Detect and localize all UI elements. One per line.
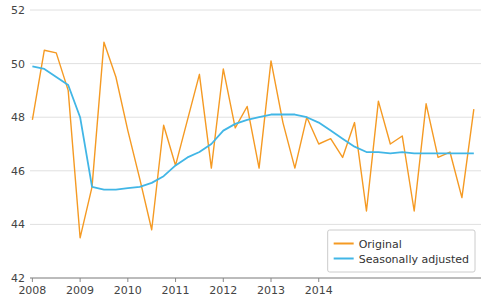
legend-label: Seasonally adjusted (359, 253, 469, 266)
grid-line (30, 170, 481, 171)
x-axis-line (30, 278, 481, 279)
legend-label: Original (359, 238, 402, 251)
x-tick-label: 2011 (162, 284, 190, 297)
legend-swatch (334, 258, 354, 260)
x-axis: 2008 2009 2010 2011 2012 2013 2014 (18, 278, 481, 297)
series-line (32, 66, 473, 189)
grid-line (30, 224, 481, 225)
y-tick-label: 52 (11, 4, 25, 17)
grid-line (30, 278, 481, 279)
x-tick (32, 278, 33, 282)
x-tick (127, 278, 128, 282)
x-tick-label: 2013 (257, 284, 285, 297)
y-tick-label: 46 (11, 165, 25, 178)
y-tick-label: 44 (11, 218, 25, 231)
y-tick-label: 48 (11, 111, 25, 124)
plot-area (32, 42, 473, 238)
x-tick (175, 278, 176, 282)
legend-swatch (334, 243, 354, 245)
x-tick (80, 278, 81, 282)
y-tick-label: 50 (11, 58, 25, 71)
grid-line (30, 10, 481, 11)
x-tick (318, 278, 319, 282)
series-line (32, 42, 473, 238)
x-tick (223, 278, 224, 282)
x-tick (271, 278, 272, 282)
x-tick-label: 2014 (305, 284, 333, 297)
x-tick-label: 2012 (209, 284, 237, 297)
x-tick-label: 2010 (114, 284, 142, 297)
legend-box (328, 230, 475, 272)
x-tick-label: 2009 (66, 284, 94, 297)
chart: 4244464850522008200920102011201220132014… (0, 0, 491, 302)
legend: Original Seasonally adjusted (328, 230, 475, 272)
x-tick-label: 2008 (18, 284, 46, 297)
y-axis: 424446485052 (11, 4, 481, 285)
grid-line (30, 63, 481, 64)
